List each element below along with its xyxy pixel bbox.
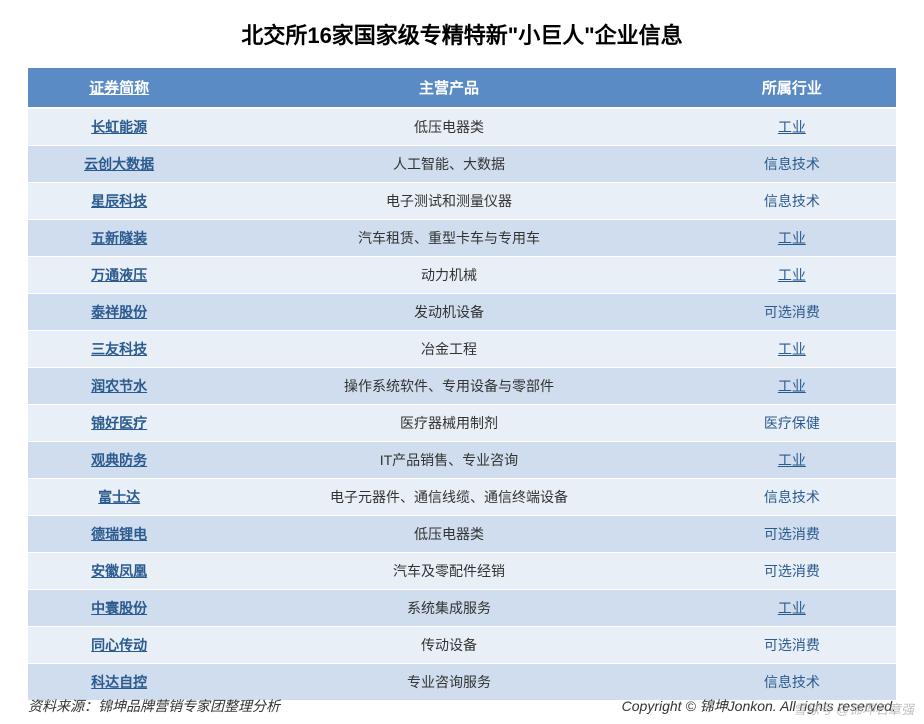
table-row: 泰祥股份发动机设备可选消费 bbox=[28, 294, 896, 331]
cell-industry: 医疗保健 bbox=[688, 405, 896, 442]
table-row: 安徽凤凰汽车及零配件经销可选消费 bbox=[28, 553, 896, 590]
cell-industry: 可选消费 bbox=[688, 627, 896, 664]
cell-product: 汽车及零配件经销 bbox=[210, 553, 687, 590]
table-header-row: 证券简称 主营产品 所属行业 bbox=[28, 68, 896, 108]
cell-product: 动力机械 bbox=[210, 257, 687, 294]
cell-industry: 信息技术 bbox=[688, 146, 896, 183]
cell-name: 星辰科技 bbox=[28, 183, 210, 220]
cell-industry: 工业 bbox=[688, 442, 896, 479]
source-text: 资料来源：锦坤品牌营销专家团整理分析 bbox=[28, 696, 280, 716]
cell-name: 中寰股份 bbox=[28, 590, 210, 627]
cell-name: 万通液压 bbox=[28, 257, 210, 294]
cell-product: 医疗器械用制剂 bbox=[210, 405, 687, 442]
cell-name: 科达自控 bbox=[28, 664, 210, 701]
cell-industry: 工业 bbox=[688, 590, 896, 627]
cell-name: 观典防务 bbox=[28, 442, 210, 479]
cell-industry: 工业 bbox=[688, 257, 896, 294]
cell-product: 电子测试和测量仪器 bbox=[210, 183, 687, 220]
cell-industry: 信息技术 bbox=[688, 479, 896, 516]
cell-product: 低压电器类 bbox=[210, 108, 687, 146]
cell-name: 三友科技 bbox=[28, 331, 210, 368]
table-row: 云创大数据人工智能、大数据信息技术 bbox=[28, 146, 896, 183]
cell-industry: 工业 bbox=[688, 368, 896, 405]
header-name: 证券简称 bbox=[28, 68, 210, 108]
cell-product: 传动设备 bbox=[210, 627, 687, 664]
table-row: 同心传动传动设备可选消费 bbox=[28, 627, 896, 664]
table-row: 锦好医疗医疗器械用制剂医疗保健 bbox=[28, 405, 896, 442]
cell-name: 同心传动 bbox=[28, 627, 210, 664]
cell-industry: 可选消费 bbox=[688, 553, 896, 590]
cell-industry: 信息技术 bbox=[688, 664, 896, 701]
cell-name: 云创大数据 bbox=[28, 146, 210, 183]
footer: 资料来源：锦坤品牌营销专家团整理分析 Copyright © 锦坤Jonkon.… bbox=[28, 696, 896, 716]
header-product: 主营产品 bbox=[210, 68, 687, 108]
header-industry: 所属行业 bbox=[688, 68, 896, 108]
table-row: 万通液压动力机械工业 bbox=[28, 257, 896, 294]
table-row: 德瑞锂电低压电器类可选消费 bbox=[28, 516, 896, 553]
cell-name: 富士达 bbox=[28, 479, 210, 516]
cell-industry: 信息技术 bbox=[688, 183, 896, 220]
cell-product: 低压电器类 bbox=[210, 516, 687, 553]
table-row: 科达自控专业咨询服务信息技术 bbox=[28, 664, 896, 701]
table-row: 三友科技冶金工程工业 bbox=[28, 331, 896, 368]
watermark: 雪球号 @锦坤石章强 bbox=[793, 699, 914, 718]
cell-industry: 工业 bbox=[688, 331, 896, 368]
cell-name: 五新隧装 bbox=[28, 220, 210, 257]
table-row: 中寰股份系统集成服务工业 bbox=[28, 590, 896, 627]
cell-industry: 工业 bbox=[688, 108, 896, 146]
cell-name: 润农节水 bbox=[28, 368, 210, 405]
cell-industry: 可选消费 bbox=[688, 294, 896, 331]
cell-industry: 可选消费 bbox=[688, 516, 896, 553]
page-title: 北交所16家国家级专精特新"小巨人"企业信息 bbox=[28, 18, 896, 50]
table-row: 观典防务IT产品销售、专业咨询工业 bbox=[28, 442, 896, 479]
cell-product: 专业咨询服务 bbox=[210, 664, 687, 701]
cell-name: 泰祥股份 bbox=[28, 294, 210, 331]
cell-product: 冶金工程 bbox=[210, 331, 687, 368]
cell-name: 长虹能源 bbox=[28, 108, 210, 146]
cell-name: 锦好医疗 bbox=[28, 405, 210, 442]
cell-name: 安徽凤凰 bbox=[28, 553, 210, 590]
table-row: 星辰科技电子测试和测量仪器信息技术 bbox=[28, 183, 896, 220]
cell-product: IT产品销售、专业咨询 bbox=[210, 442, 687, 479]
cell-name: 德瑞锂电 bbox=[28, 516, 210, 553]
cell-product: 操作系统软件、专用设备与零部件 bbox=[210, 368, 687, 405]
table-row: 富士达电子元器件、通信线缆、通信终端设备信息技术 bbox=[28, 479, 896, 516]
table-row: 长虹能源低压电器类工业 bbox=[28, 108, 896, 146]
cell-product: 人工智能、大数据 bbox=[210, 146, 687, 183]
cell-product: 电子元器件、通信线缆、通信终端设备 bbox=[210, 479, 687, 516]
table-row: 五新隧装汽车租赁、重型卡车与专用车工业 bbox=[28, 220, 896, 257]
cell-product: 发动机设备 bbox=[210, 294, 687, 331]
companies-table: 证券简称 主营产品 所属行业 长虹能源低压电器类工业云创大数据人工智能、大数据信… bbox=[28, 68, 896, 701]
cell-product: 汽车租赁、重型卡车与专用车 bbox=[210, 220, 687, 257]
cell-industry: 工业 bbox=[688, 220, 896, 257]
cell-product: 系统集成服务 bbox=[210, 590, 687, 627]
table-row: 润农节水操作系统软件、专用设备与零部件工业 bbox=[28, 368, 896, 405]
